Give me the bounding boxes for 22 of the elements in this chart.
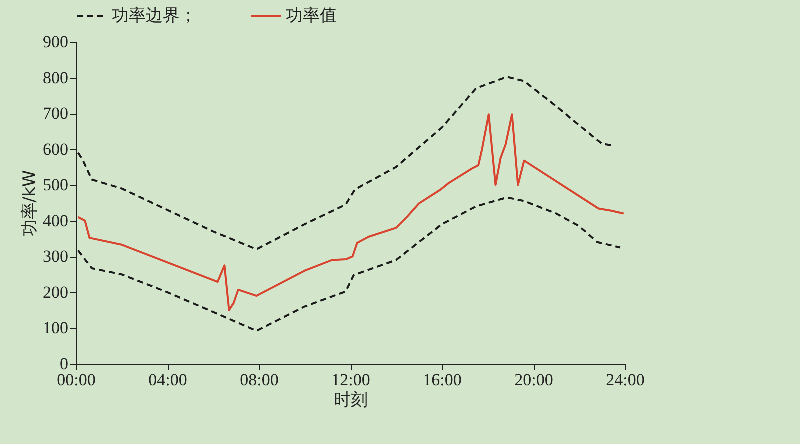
y-tick-label: 800 bbox=[43, 68, 68, 88]
x-tick-label: 12:00 bbox=[332, 370, 370, 390]
line-series bbox=[77, 114, 625, 312]
x-tick-label: 20:00 bbox=[514, 370, 554, 390]
x-tick-label: 24:00 bbox=[606, 370, 645, 390]
y-tick-label: 900 bbox=[43, 32, 68, 52]
y-tick-label: 300 bbox=[43, 247, 68, 266]
x-axis-title: 时刻 bbox=[334, 390, 368, 410]
y-tick-label: 500 bbox=[43, 176, 68, 195]
y-tick-label: 0 bbox=[60, 354, 68, 374]
y-tick-label: 200 bbox=[43, 282, 68, 302]
x-tick-label: 00:00 bbox=[57, 370, 96, 390]
x-tick-label: 16:00 bbox=[423, 370, 462, 390]
y-tick-label: 400 bbox=[43, 211, 68, 230]
y-tick-label: 100 bbox=[43, 318, 68, 338]
legend-label: 功率值 bbox=[286, 6, 337, 26]
x-tick-label: 04:00 bbox=[148, 370, 188, 390]
legend-label: 功率边界； bbox=[112, 6, 197, 26]
y-tick-label: 600 bbox=[43, 140, 68, 159]
x-tick-label: 08:00 bbox=[240, 370, 279, 390]
y-axis-title: 功率/kW bbox=[20, 170, 40, 237]
y-tick-label: 700 bbox=[43, 104, 68, 124]
